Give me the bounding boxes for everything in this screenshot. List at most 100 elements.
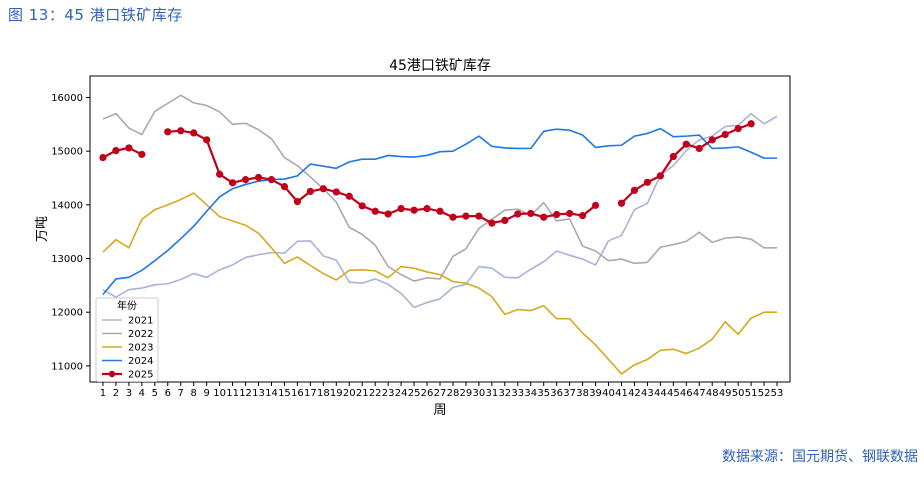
- series-2024: [102, 127, 778, 296]
- data-point-2025: [267, 176, 276, 184]
- x-tick-label: 29: [460, 388, 473, 399]
- data-point-2025: [682, 140, 690, 148]
- legend-entry-2021: 2021: [102, 316, 153, 327]
- figure-caption: 图 13：45 港口铁矿库存: [8, 6, 183, 24]
- x-tick-label: 20: [343, 388, 356, 399]
- series-2025: [99, 120, 755, 227]
- series-2022: [102, 94, 778, 282]
- legend-entry-2024: 2024: [102, 356, 153, 367]
- data-point-2025: [734, 125, 742, 133]
- y-tick-label: 14000: [51, 200, 83, 211]
- x-tick-label: 40: [602, 388, 615, 399]
- series-2023: [102, 192, 778, 375]
- x-tick-label: 27: [434, 388, 447, 399]
- data-point-2025: [578, 211, 587, 220]
- series-line-2025: [102, 146, 143, 159]
- data-point-2025: [488, 219, 496, 227]
- y-tick-label: 12000: [51, 308, 83, 319]
- data-point-2025: [527, 209, 535, 218]
- x-tick-label: 21: [356, 388, 369, 399]
- data-point-2025: [501, 216, 509, 225]
- data-point-2025: [410, 206, 418, 214]
- series-line-2021: [102, 112, 778, 309]
- legend-label: 2023: [128, 343, 153, 354]
- data-point-2025: [164, 128, 172, 136]
- data-point-2025: [332, 188, 340, 196]
- x-tick-label: 39: [589, 388, 602, 399]
- x-tick-label: 18: [317, 388, 330, 399]
- data-point-2025: [436, 207, 444, 215]
- data-point-2025: [462, 212, 470, 220]
- data-point-2025: [475, 212, 483, 220]
- x-tick-label: 46: [680, 388, 693, 399]
- series-line-2025: [167, 129, 597, 225]
- x-tick-label: 22: [369, 388, 382, 399]
- x-tick-label: 49: [719, 388, 732, 399]
- y-tick-label: 11000: [51, 361, 83, 372]
- x-tick-label: 2: [113, 388, 119, 399]
- x-tick-label: 32: [498, 388, 511, 399]
- series-layer: [99, 94, 778, 375]
- series-line-2024: [102, 127, 778, 296]
- source-note: 数据来源：国元期货、钢联数据: [722, 449, 918, 465]
- x-tick-label: 17: [304, 388, 317, 399]
- y-tick-label: 16000: [51, 93, 83, 104]
- x-tick-label: 5: [152, 388, 158, 399]
- series-line-2022: [102, 94, 778, 282]
- y-axis: 11000 12000 13000 14000 15000 16000: [51, 93, 90, 372]
- data-point-2025: [203, 136, 211, 144]
- data-point-2025: [643, 178, 652, 186]
- data-point-2025: [423, 205, 431, 213]
- x-tick-label: 6: [165, 388, 171, 399]
- data-point-2025: [319, 185, 327, 193]
- x-tick-label: 11: [226, 388, 239, 399]
- data-point-2025: [125, 144, 133, 152]
- data-point-2025: [371, 207, 379, 215]
- data-point-2025: [254, 173, 263, 182]
- legend-entry-2022: 2022: [102, 329, 153, 340]
- x-tick-label: 14: [265, 388, 278, 399]
- x-tick-label: 31: [485, 388, 498, 399]
- data-point-2025: [708, 136, 716, 144]
- x-tick-label: 42: [628, 388, 641, 399]
- data-point-2025: [630, 186, 639, 194]
- data-point-2025: [99, 154, 107, 162]
- x-tick-label: 28: [447, 388, 460, 399]
- y-tick-label: 15000: [51, 147, 83, 158]
- data-point-2025: [384, 210, 392, 218]
- x-tick-label: 15: [278, 388, 291, 399]
- x-tick-label: 35: [537, 388, 550, 399]
- legend-label: 2022: [128, 329, 153, 340]
- data-point-2025: [669, 152, 677, 161]
- x-tick-label: 3: [126, 388, 132, 399]
- data-point-2025: [306, 187, 314, 196]
- legend-entry-2023: 2023: [102, 343, 153, 354]
- x-tick-label: 38: [576, 388, 589, 399]
- x-tick-label: 33: [511, 388, 524, 399]
- data-point-2025: [695, 144, 703, 153]
- plot-area-frame: [89, 75, 791, 383]
- data-point-2025: [514, 210, 522, 218]
- data-point-2025: [112, 147, 120, 155]
- data-point-2025: [397, 205, 405, 213]
- data-point-2025: [358, 202, 366, 210]
- x-tick-label: 52: [758, 388, 771, 399]
- x-tick-label: 45: [667, 388, 680, 399]
- data-point-2025: [449, 213, 457, 221]
- x-tick-label: 1: [100, 388, 106, 399]
- data-point-2025: [553, 210, 561, 219]
- x-tick-label: 44: [654, 388, 667, 399]
- data-point-2025: [591, 201, 600, 209]
- data-point-2025: [747, 120, 755, 128]
- x-tick-label: 13: [252, 388, 265, 399]
- x-tick-label: 25: [408, 388, 421, 399]
- x-tick-label: 37: [563, 388, 576, 399]
- data-point-2025: [138, 150, 146, 158]
- x-tick-label: 26: [421, 388, 434, 399]
- data-point-2025: [540, 213, 548, 221]
- data-point-2025: [617, 199, 626, 207]
- x-axis: 1 2 3 4 5 6 7 8 9 10 11 12 13 14 15 16 17 18 19 20 21 22 23 24 2…: [100, 382, 783, 399]
- x-tick-label: 4: [139, 388, 145, 399]
- x-tick-label: 23: [382, 388, 395, 399]
